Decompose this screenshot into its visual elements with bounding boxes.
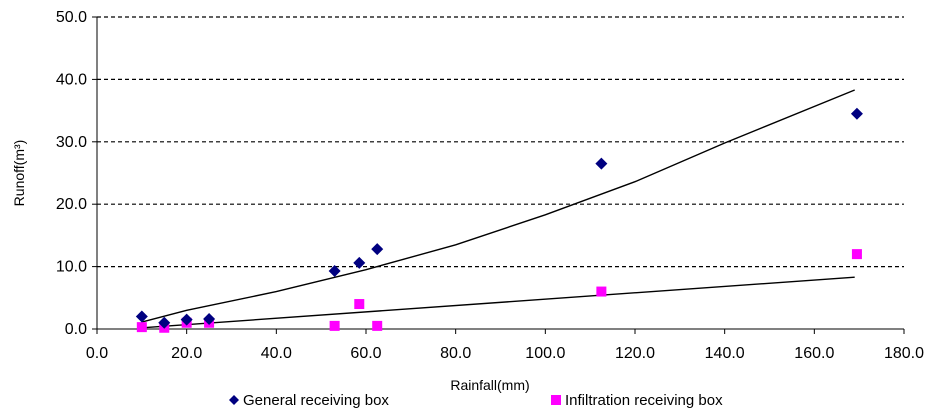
y-axis-title: Runoff(m³)	[11, 140, 27, 207]
general-point	[353, 256, 366, 269]
y-tick-label: 50.0	[56, 9, 87, 26]
y-tick-label: 40.0	[56, 71, 87, 88]
infiltration-point	[354, 299, 365, 310]
gridlines	[97, 16, 904, 268]
legend-label-general: General receiving box	[243, 392, 389, 409]
x-tick-label: 160.0	[794, 345, 834, 362]
x-tick-label: 60.0	[350, 345, 381, 362]
y-tick-label: 10.0	[56, 259, 87, 276]
infiltration-point	[851, 249, 862, 260]
x-tick-labels: 0.0 20.0 40.0 60.0 80.0 100.0 120.0 140.0 160.0 1…	[86, 329, 924, 362]
x-tick-label: 40.0	[261, 345, 292, 362]
infiltration-point	[596, 286, 607, 297]
legend-marker-infiltration	[551, 395, 561, 405]
general-point	[135, 310, 148, 323]
general-point	[595, 157, 608, 170]
x-tick-label: 20.0	[171, 345, 202, 362]
general-point	[850, 107, 863, 120]
legend: General receiving box Infiltration receiv…	[229, 392, 723, 409]
general-point	[158, 316, 171, 329]
data-points	[135, 107, 863, 333]
x-tick-label: 80.0	[440, 345, 471, 362]
infiltration-point	[136, 322, 147, 333]
legend-marker-general	[229, 395, 239, 405]
x-tick-label: 140.0	[705, 345, 745, 362]
y-tick-label: 20.0	[56, 196, 87, 213]
axes	[96, 17, 904, 330]
x-tick-label: 120.0	[615, 345, 655, 362]
general-point	[371, 243, 384, 256]
trendline-general	[141, 89, 855, 323]
x-tick-label: 0.0	[86, 345, 108, 362]
y-tick-label: 30.0	[56, 134, 87, 151]
infiltration-point	[372, 320, 383, 331]
x-axis-title: Rainfall(mm)	[450, 377, 529, 393]
trendline-infiltration	[141, 276, 855, 329]
x-tick-label: 180.0	[884, 345, 924, 362]
y-tick-label: 0.0	[65, 321, 87, 338]
x-tick-label: 100.0	[525, 345, 565, 362]
general-point	[180, 313, 193, 326]
trendlines	[141, 89, 855, 329]
general-point	[328, 264, 341, 277]
legend-label-infiltration: Infiltration receiving box	[565, 392, 723, 409]
general-point	[203, 313, 216, 326]
y-tick-labels: 0.0 10.0 20.0 30.0 40.0 50.0	[56, 9, 97, 338]
infiltration-point	[329, 320, 340, 331]
